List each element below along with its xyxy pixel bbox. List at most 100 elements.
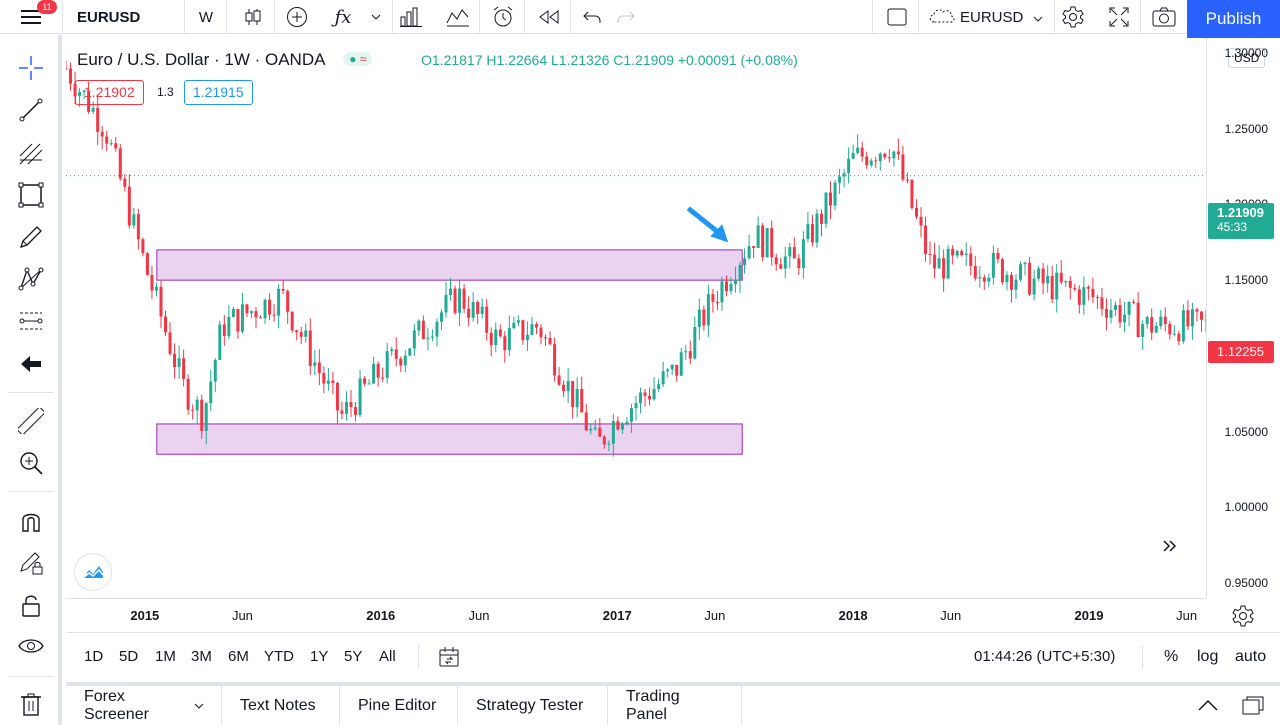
- candle-body: [883, 153, 887, 158]
- bar-countdown: 45:33: [1217, 220, 1248, 234]
- maximize-panel-icon[interactable]: [1242, 696, 1264, 721]
- candle-body: [299, 332, 303, 337]
- candle-body: [589, 428, 593, 431]
- candle-body: [195, 399, 199, 411]
- bottom-tab-trading-panel[interactable]: Trading Panel: [608, 686, 742, 725]
- candle-body: [1019, 264, 1023, 280]
- goto-date-icon[interactable]: [438, 646, 460, 673]
- range-button-1y[interactable]: 1Y: [310, 648, 329, 665]
- axis-settings-gear-icon[interactable]: [1232, 605, 1254, 632]
- brush-icon[interactable]: [12, 220, 50, 254]
- financials-icon[interactable]: [394, 0, 428, 34]
- candle-body: [534, 324, 538, 328]
- candle-body: [978, 277, 982, 279]
- sell-button[interactable]: 1.21902: [75, 80, 144, 105]
- candle-body: [489, 332, 493, 346]
- bottom-tab-forex-screener[interactable]: Forex Screener: [66, 686, 222, 725]
- lock-icon[interactable]: [12, 589, 50, 623]
- range-button-1d[interactable]: 1D: [84, 648, 104, 665]
- candle-body: [1154, 325, 1158, 333]
- menu-icon[interactable]: [14, 0, 48, 34]
- trash-icon[interactable]: [12, 687, 50, 721]
- publish-button[interactable]: Publish: [1187, 0, 1280, 38]
- bottom-tab-pine-editor[interactable]: Pine Editor: [340, 686, 458, 725]
- compare-symbol[interactable]: EURUSD: [926, 0, 1056, 34]
- rectangle-icon[interactable]: [12, 178, 50, 212]
- candle-body: [394, 349, 398, 359]
- alert-icon[interactable]: [486, 0, 520, 34]
- lock-drawing-icon[interactable]: [12, 546, 50, 580]
- tradingview-logo-icon[interactable]: [74, 553, 112, 591]
- range-button-5d[interactable]: 5D: [119, 648, 139, 665]
- indicators-icon[interactable]: ƒx: [334, 6, 352, 28]
- time-axis-label: Jun: [1176, 608, 1198, 623]
- ruler-icon[interactable]: [12, 404, 50, 438]
- auto-toggle[interactable]: auto: [1235, 648, 1267, 665]
- buy-button[interactable]: 1.21915: [184, 80, 253, 105]
- candle-body: [168, 332, 172, 354]
- symbol-legend: Euro / U.S. Dollar · 1W · OANDA ● ≈: [77, 50, 373, 70]
- candle-body: [182, 358, 186, 379]
- magnet-icon[interactable]: [12, 504, 50, 538]
- candle-body: [652, 388, 656, 400]
- chevron-up-icon[interactable]: [1198, 698, 1218, 716]
- interval-button[interactable]: W: [198, 8, 214, 26]
- candle-body: [145, 253, 149, 275]
- eye-icon[interactable]: [12, 631, 50, 665]
- replay-icon[interactable]: [532, 0, 566, 34]
- candle-style-icon[interactable]: [236, 0, 270, 34]
- candle-body: [887, 157, 891, 159]
- chart-pane[interactable]: [64, 38, 1208, 598]
- zoom-in-icon[interactable]: [12, 446, 50, 480]
- templates-icon[interactable]: [441, 0, 475, 34]
- prediction-icon[interactable]: [12, 304, 50, 338]
- candle-body: [1104, 308, 1108, 318]
- range-button-3m[interactable]: 3M: [191, 648, 212, 665]
- fullscreen-icon[interactable]: [1102, 0, 1136, 34]
- chevron-down-icon[interactable]: [362, 0, 390, 34]
- crosshair-icon[interactable]: [12, 51, 50, 85]
- currency-label[interactable]: USD: [1228, 48, 1266, 68]
- symbol-search[interactable]: EURUSD: [77, 8, 141, 26]
- candle-body: [720, 281, 724, 303]
- candle-body: [471, 302, 475, 318]
- candle-body: [317, 362, 321, 374]
- pitchfork-icon[interactable]: [12, 136, 50, 170]
- candlestick-chart[interactable]: [64, 38, 1208, 598]
- add-compare-icon[interactable]: [280, 0, 314, 34]
- candle-body: [462, 288, 466, 309]
- redo-icon[interactable]: [609, 0, 643, 34]
- scroll-to-realtime-icon[interactable]: [1153, 529, 1187, 563]
- range-button-ytd[interactable]: YTD: [264, 648, 294, 665]
- price-axis-label: 1.25000: [1224, 121, 1268, 136]
- candle-body: [231, 308, 235, 317]
- log-toggle[interactable]: log: [1197, 648, 1219, 665]
- range-button-6m[interactable]: 6M: [228, 648, 249, 665]
- top-toolbar: 11 EURUSD W ƒx EURUSD: [0, 0, 1280, 38]
- price-axis[interactable]: USD 1.300001.250001.200001.150001.100001…: [1206, 38, 1280, 598]
- range-button-all[interactable]: All: [379, 648, 396, 665]
- range-button-5y[interactable]: 5Y: [344, 648, 363, 665]
- candle-body: [272, 314, 276, 316]
- bottom-tab-strategy-tester[interactable]: Strategy Tester: [458, 686, 608, 725]
- back-arrow-icon[interactable]: [12, 347, 50, 381]
- candle-body: [688, 351, 692, 359]
- gear-icon[interactable]: [1056, 0, 1090, 34]
- percent-toggle[interactable]: %: [1164, 648, 1179, 665]
- candle-body: [724, 281, 728, 292]
- candle-body: [340, 410, 344, 414]
- candle-body: [109, 143, 113, 145]
- undo-icon[interactable]: [575, 0, 609, 34]
- camera-icon[interactable]: [1147, 0, 1181, 34]
- candle-body: [557, 375, 561, 385]
- candle-body: [1009, 274, 1013, 290]
- candle-body: [914, 208, 918, 217]
- time-axis[interactable]: 2015 Jun 2016 Jun 2017 Jun 2018 Jun 2019 Jun: [66, 598, 1206, 632]
- trend-line-icon[interactable]: [12, 93, 50, 127]
- range-button-1m[interactable]: 1M: [155, 648, 176, 665]
- candle-body: [942, 258, 946, 279]
- clock[interactable]: 01:44:26 (UTC+5:30): [974, 648, 1116, 665]
- layout-icon[interactable]: [880, 0, 914, 34]
- bottom-tab-text-notes[interactable]: Text Notes: [222, 686, 340, 725]
- pattern-icon[interactable]: [12, 262, 50, 296]
